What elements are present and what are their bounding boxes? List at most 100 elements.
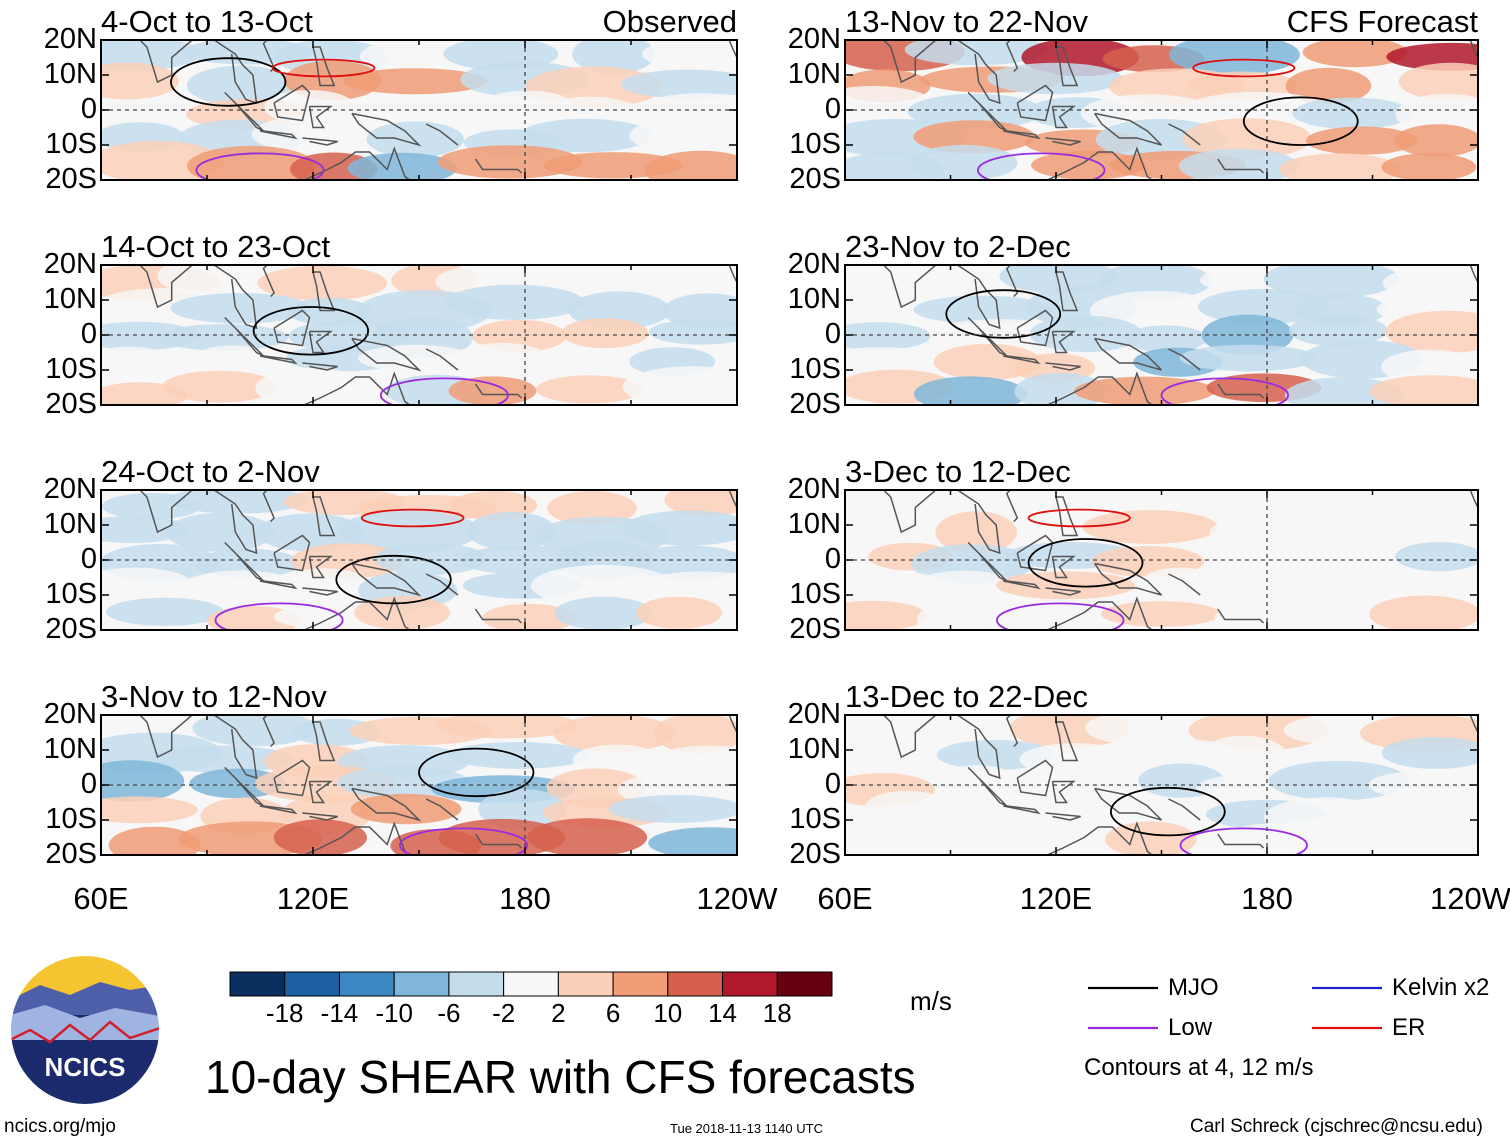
shear-field-cell	[482, 603, 576, 630]
footer-timestamp: Tue 2018-11-13 1140 UTC	[670, 1121, 823, 1136]
colorbar-swatch	[503, 971, 559, 997]
coastline	[312, 46, 336, 87]
shear-field-cell	[1397, 492, 1478, 521]
mjo-contour	[252, 306, 370, 356]
x-tick-label: 60E	[73, 881, 129, 916]
coastline	[967, 316, 1008, 357]
coastline	[351, 112, 422, 147]
panel-tag: Observed	[602, 4, 737, 39]
panel-3	[100, 489, 738, 631]
shear-field-cell	[1008, 599, 1140, 630]
shear-field-cell	[1302, 40, 1408, 68]
coastline	[224, 91, 265, 132]
shear-field-cell	[620, 69, 737, 99]
mjo-contour	[418, 747, 535, 798]
shear-field-cell	[445, 284, 585, 320]
colorbar-swatch	[448, 971, 505, 997]
y-tick-label: 0	[80, 768, 97, 800]
shear-field-cell	[622, 366, 737, 405]
coastline	[312, 721, 336, 762]
shear-field-cell	[547, 491, 637, 526]
coastline	[1003, 580, 1041, 590]
shear-field-cell	[354, 97, 494, 129]
coastline	[224, 766, 265, 807]
panel-4	[100, 714, 738, 856]
y-tick-label: 0	[824, 543, 841, 575]
coastline	[224, 316, 265, 357]
coastline	[1005, 715, 1019, 748]
low-contour	[996, 602, 1125, 630]
coastline	[1003, 355, 1041, 365]
y-tick-label: 10N	[43, 283, 97, 315]
coastline	[308, 555, 333, 579]
mjo-contour	[1027, 538, 1144, 588]
mjo-contour	[945, 289, 1062, 339]
coastline	[302, 587, 338, 596]
y-tick-label: 10N	[787, 58, 841, 90]
panel-tag: CFS Forecast	[1286, 4, 1478, 39]
coastline	[1016, 309, 1054, 347]
footer-url[interactable]: ncics.org/mjo	[4, 1116, 116, 1137]
low-contour	[195, 152, 325, 180]
shear-field-cell	[448, 376, 537, 405]
legend-label: Kelvin x2	[1392, 974, 1490, 1001]
shear-field-cell	[643, 93, 737, 121]
y-tick-label: 0	[824, 768, 841, 800]
y-tick-label: 20S	[45, 838, 97, 870]
coastline	[1003, 130, 1041, 140]
x-tick-label: 120W	[696, 881, 778, 916]
shear-field-cell	[354, 595, 451, 630]
shear-field-cell	[1385, 310, 1478, 353]
shear-field-cell	[913, 376, 1027, 405]
er-contour	[271, 58, 376, 78]
y-tick-label: 20S	[45, 613, 97, 645]
coastline	[1469, 490, 1478, 508]
coastline	[1045, 371, 1154, 405]
coastline	[425, 798, 459, 821]
logo-text: NCICS	[45, 1052, 126, 1082]
shear-field-cell	[1029, 315, 1143, 353]
coastline	[1168, 798, 1201, 821]
panel-7	[844, 489, 1479, 631]
coastline	[1045, 146, 1154, 180]
shear-field-cell	[358, 344, 473, 372]
shear-field-cell	[561, 318, 649, 349]
shear-field-cell	[1284, 377, 1404, 405]
mjo-contour	[1242, 96, 1359, 146]
shear-field-cell	[527, 818, 648, 855]
low-contour	[1160, 377, 1289, 405]
coastline	[302, 362, 338, 371]
coastline	[1045, 821, 1154, 855]
coastline	[351, 787, 422, 822]
coastline	[1051, 105, 1076, 129]
low-contour	[214, 602, 344, 630]
er-contour	[1192, 58, 1296, 78]
shear-field-cell	[931, 319, 1068, 349]
shear-field-cell	[347, 152, 457, 180]
shear-field-cell	[554, 596, 653, 630]
shear-field-cell	[186, 65, 296, 106]
shear-field-cell	[845, 515, 932, 543]
shear-field-cell	[1395, 93, 1478, 136]
shear-field-cell	[342, 68, 488, 95]
shear-field-cell	[1289, 563, 1375, 603]
coastline	[1016, 759, 1054, 797]
coastline	[302, 137, 338, 146]
shear-field-cell	[467, 511, 556, 551]
colorbar-label: -10	[375, 998, 413, 1028]
coastline	[1045, 596, 1154, 630]
coastline	[474, 833, 523, 849]
shear-field-cell	[648, 319, 737, 345]
shear-field-cell	[910, 144, 1018, 180]
y-tick-label: 20N	[787, 23, 841, 55]
coastline	[474, 383, 523, 399]
shear-field-cell	[1279, 153, 1400, 180]
colorbar-swatch	[338, 971, 395, 997]
coastline	[273, 84, 311, 122]
shear-field-cell	[437, 145, 582, 179]
colorbar-swatch	[612, 971, 669, 997]
coastline	[302, 146, 411, 180]
coastline	[1045, 137, 1081, 146]
y-tick-label: 10S	[789, 578, 841, 610]
shear-field-cell	[845, 322, 931, 351]
